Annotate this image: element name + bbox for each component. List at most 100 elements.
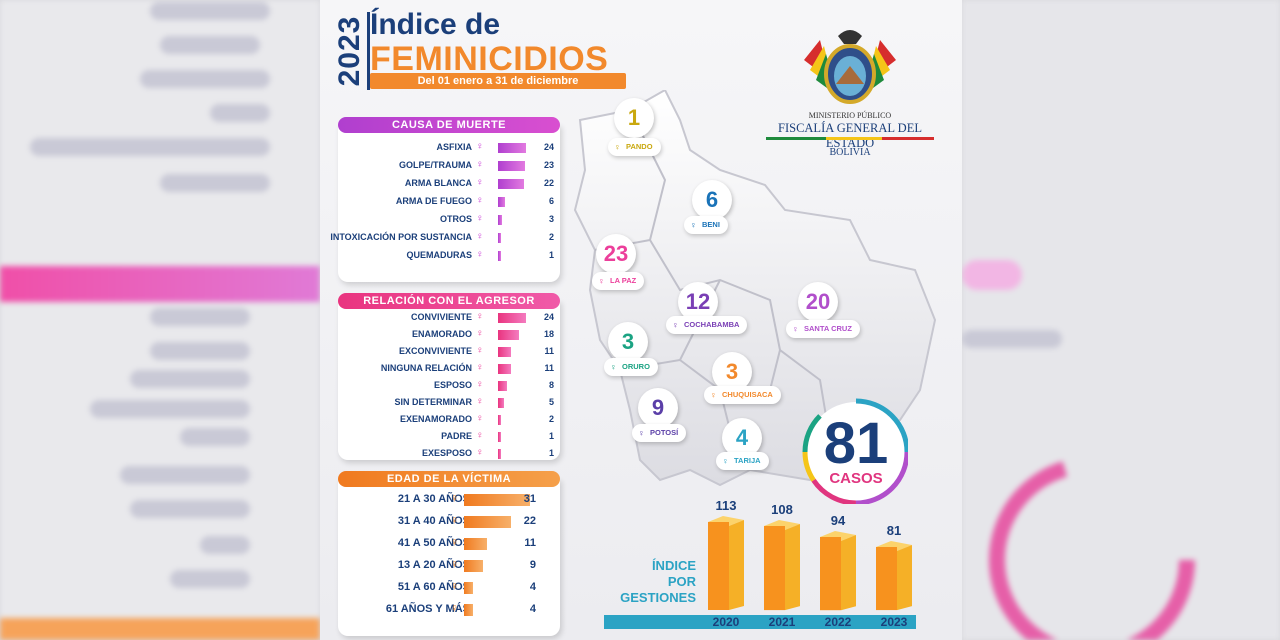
bar xyxy=(464,560,484,572)
bar-row: 31 A 40 AÑOS ♀ 22 xyxy=(338,514,560,530)
bar xyxy=(498,432,501,442)
bar-value: 11 xyxy=(544,346,554,356)
bar xyxy=(498,330,519,340)
total-badge: 81 CASOS xyxy=(802,398,916,512)
bar-value: 3 xyxy=(548,214,554,224)
bar xyxy=(498,398,504,408)
gestion-column xyxy=(764,519,800,610)
bar xyxy=(498,215,502,225)
ghost-row xyxy=(962,330,1062,348)
panel-title: EDAD DE LA VÍCTIMA xyxy=(338,471,560,487)
bar-label: CONVIVIENTE xyxy=(410,312,472,322)
panel-causa-muerte: CAUSA DE MUERTE ASFIXIA ♀ 24 GOLPE/TRAUMA ♀ 2… xyxy=(330,117,560,282)
bar-row: PADRE ♀ 1 xyxy=(338,429,560,445)
bar xyxy=(498,251,501,261)
ghost-row xyxy=(140,70,270,88)
bar-row: EXESPOSO ♀ 1 xyxy=(338,446,560,462)
woman-icon: ♀ xyxy=(476,328,484,339)
gestion-value: 81 xyxy=(886,522,902,538)
bar-row: ARMA DE FUEGO ♀ 6 xyxy=(338,194,560,210)
fiscalia-logo: MINISTERIO PÚBLICO FISCALÍA GENERAL DEL … xyxy=(760,20,940,158)
bar xyxy=(498,233,501,243)
bar-row: EXCONVIVIENTE ♀ 11 xyxy=(338,344,560,360)
woman-icon: ♀ xyxy=(476,379,484,390)
panel-relacion-agresor: RELACIÓN CON EL AGRESOR CONVIVIENTE ♀ 24 EN… xyxy=(338,293,560,462)
coat-of-arms-icon xyxy=(804,30,896,104)
dept-name: CHUQUISACA xyxy=(722,390,773,399)
bar-value: 23 xyxy=(543,160,554,170)
total-ring xyxy=(802,398,908,504)
ghost-ring xyxy=(989,457,1195,640)
dept-name: PANDO xyxy=(626,142,653,151)
woman-icon: ♀ xyxy=(792,324,799,334)
gestion-value: 94 xyxy=(830,512,846,528)
ghost-row xyxy=(90,400,250,418)
ghost-row xyxy=(120,466,250,484)
bar-label: 41 A 50 AÑOS xyxy=(397,537,470,549)
dept-name: TARIJA xyxy=(734,456,761,465)
woman-icon: ♀ xyxy=(722,456,729,466)
title-divider xyxy=(367,12,370,90)
dept-name: COCHABAMBA xyxy=(684,320,740,329)
bar-label: ARMA BLANCA xyxy=(404,178,472,188)
dept-name: ORURO xyxy=(622,362,650,371)
bar-row: ESPOSO ♀ 8 xyxy=(338,378,560,394)
year-label: 2023 xyxy=(333,15,366,87)
bar xyxy=(498,161,525,171)
logo-flag-stripe xyxy=(766,137,934,140)
bar-row: ASFIXIA ♀ 24 xyxy=(338,140,560,156)
bar-row: SIN DETERMINAR ♀ 5 xyxy=(338,395,560,411)
bar-row: OTROS ♀ 3 xyxy=(338,212,560,228)
bar-value: 2 xyxy=(548,232,554,242)
dept-name: POTOSÍ xyxy=(650,428,679,437)
bar-label: SIN DETERMINAR xyxy=(394,397,472,407)
panel-edad-victima: EDAD DE LA VÍCTIMA 21 A 30 AÑOS ♀ 31 31 A 4… xyxy=(338,471,560,636)
dept-count-badge: 6 xyxy=(692,180,732,220)
bar-label: EXCONVIVIENTE xyxy=(398,346,472,356)
ghost-row xyxy=(150,342,250,360)
total-value: 81 xyxy=(823,411,889,476)
bar-label: QUEMADURAS xyxy=(406,250,472,260)
title-line2: FEMINICIDIOS xyxy=(370,40,609,78)
bar-row: ENAMORADO ♀ 18 xyxy=(338,327,560,343)
bar-value: 11 xyxy=(544,363,554,373)
woman-icon: ♀ xyxy=(476,345,484,356)
dept-name-pill: ♀ PANDO xyxy=(608,138,661,156)
bar-value: 31 xyxy=(523,493,536,505)
ghost-row xyxy=(160,36,260,54)
dept-name: BENI xyxy=(702,220,720,229)
logo-line3: BOLIVIA xyxy=(829,147,871,158)
dept-count-badge: 12 xyxy=(678,282,718,322)
bar-value: 6 xyxy=(548,196,554,206)
bar-label: ESPOSO xyxy=(433,380,472,390)
bar-label: 61 AÑOS Y MÁS xyxy=(385,603,470,615)
bar-label: ASFIXIA xyxy=(436,142,472,152)
bar-value: 5 xyxy=(548,397,554,407)
bar-value: 22 xyxy=(523,515,536,527)
bar-label: 31 A 40 AÑOS xyxy=(397,515,470,527)
dept-count-badge: 23 xyxy=(596,234,636,274)
ghost-row xyxy=(160,174,270,192)
bar-label: EXENAMORADO xyxy=(399,414,472,424)
bar xyxy=(464,538,488,550)
bar-row: QUEMADURAS ♀ 1 xyxy=(338,248,560,264)
infographic: 2023 Índice de FEMINICIDIOS Del 01 enero… xyxy=(320,0,962,640)
bar xyxy=(464,494,530,506)
dept-count-badge: 9 xyxy=(638,388,678,428)
woman-icon: ♀ xyxy=(476,141,484,152)
gestion-year: 2020 xyxy=(712,615,740,629)
bar xyxy=(498,313,526,323)
bar-label: NINGUNA RELACIÓN xyxy=(380,363,472,373)
woman-icon: ♀ xyxy=(672,320,679,330)
bar-row: ARMA BLANCA ♀ 22 xyxy=(338,176,560,192)
bar-value: 8 xyxy=(548,380,554,390)
dept-count-badge: 1 xyxy=(614,98,654,138)
years-band xyxy=(604,615,916,629)
bar xyxy=(464,516,511,528)
woman-icon: ♀ xyxy=(476,159,484,170)
dept-name-pill: ♀ ORURO xyxy=(604,358,658,376)
bar xyxy=(464,604,473,616)
bar-value: 24 xyxy=(543,312,554,322)
woman-icon: ♀ xyxy=(710,390,717,400)
ghost-row xyxy=(150,2,270,20)
